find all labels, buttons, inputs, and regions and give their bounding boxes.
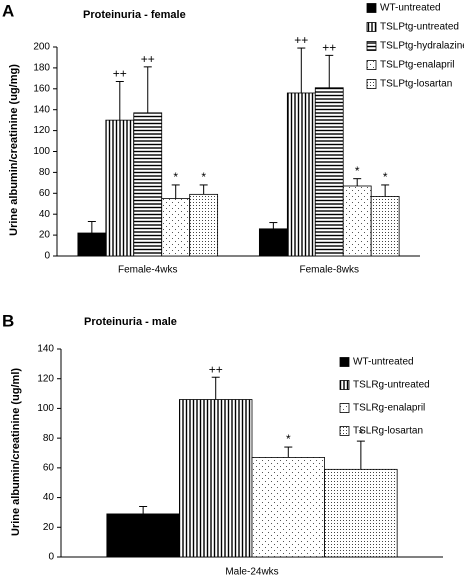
y-tick-label: 140 <box>33 104 50 115</box>
bar <box>258 228 288 257</box>
bar <box>189 193 219 257</box>
significance-mark: * <box>201 170 206 184</box>
legend-label: TSLPtg-hydralazine <box>380 41 464 52</box>
legend-swatch <box>366 60 377 70</box>
y-tick-label: 120 <box>33 125 50 136</box>
y-tick-label: 100 <box>37 403 54 414</box>
legend-label: TSLPtg-untreated <box>380 22 459 33</box>
bar <box>314 87 344 257</box>
y-axis-label: Urine albumin/creatinine (ug/ml) <box>10 368 22 536</box>
chart-title: Proteinuria - male <box>84 316 177 328</box>
bar <box>77 232 107 257</box>
y-tick-label: 60 <box>43 462 55 473</box>
legend-swatch <box>366 41 377 51</box>
significance-mark: ++ <box>294 33 308 47</box>
bar <box>324 468 398 558</box>
legend-label: WT-untreated <box>380 3 441 14</box>
y-tick-label: 80 <box>39 167 51 178</box>
y-tick-label: 120 <box>37 373 54 384</box>
bar <box>106 513 180 558</box>
y-tick-label: 60 <box>39 188 51 199</box>
legend-swatch <box>366 79 377 89</box>
significance-mark: * <box>359 426 364 440</box>
significance-mark: ++ <box>141 52 155 66</box>
x-tick-label: Female-4wks <box>118 265 177 276</box>
significance-mark: ++ <box>322 41 336 55</box>
significance-mark: ++ <box>113 67 127 81</box>
legend-label: TSLRg-losartan <box>353 426 423 437</box>
significance-mark: * <box>383 170 388 184</box>
y-tick-label: 140 <box>37 344 54 355</box>
bar <box>161 198 191 257</box>
bar <box>179 399 253 558</box>
bar <box>105 119 135 257</box>
y-tick-label: 0 <box>48 552 54 563</box>
panel-label: B <box>2 311 14 330</box>
legend-label: WT-untreated <box>353 357 414 368</box>
legend-swatch <box>339 380 350 390</box>
x-tick-label: Male-24wks <box>225 567 278 578</box>
significance-mark: * <box>286 432 291 446</box>
y-tick-label: 200 <box>33 42 50 53</box>
y-tick-label: 80 <box>43 433 55 444</box>
legend-swatch <box>339 426 350 436</box>
significance-mark: * <box>355 164 360 178</box>
bar <box>133 112 163 257</box>
y-tick-label: 180 <box>33 63 50 74</box>
legend-label: TSLPtg-losartan <box>380 79 452 90</box>
legend-label: TSLPtg-enalapril <box>380 60 454 71</box>
y-tick-label: 20 <box>39 230 51 241</box>
y-axis-label: Urine albumin/creatinine (ug/mg) <box>8 64 20 236</box>
legend-label: TSLRg-enalapril <box>353 403 425 414</box>
bar <box>286 92 316 257</box>
y-tick-label: 160 <box>33 83 50 94</box>
x-tick-label: Female-8wks <box>300 265 359 276</box>
y-tick-label: 100 <box>33 146 50 157</box>
chart-title: Proteinuria - female <box>83 9 186 21</box>
y-tick-label: 40 <box>43 492 55 503</box>
bar <box>370 196 400 257</box>
significance-mark: * <box>173 170 178 184</box>
y-tick-label: 20 <box>43 522 55 533</box>
bar <box>251 457 325 558</box>
panel-label: A <box>2 1 14 20</box>
y-tick-label: 0 <box>44 251 50 262</box>
bar <box>342 185 372 257</box>
y-tick-label: 40 <box>39 209 51 220</box>
legend-swatch <box>366 3 377 13</box>
legend-swatch <box>366 22 377 32</box>
significance-mark: ++ <box>209 362 223 376</box>
legend-swatch <box>339 403 350 413</box>
legend-swatch <box>339 357 350 367</box>
legend-label: TSLRg-untreated <box>353 380 430 391</box>
